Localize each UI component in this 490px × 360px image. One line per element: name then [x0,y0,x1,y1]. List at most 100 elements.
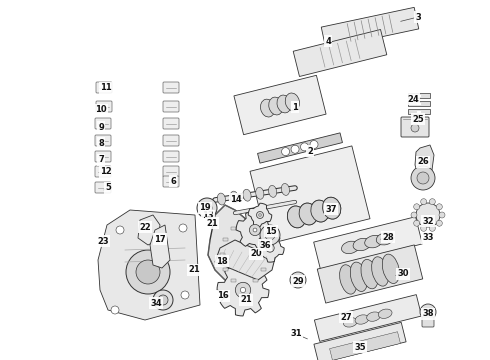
Ellipse shape [311,200,329,222]
FancyBboxPatch shape [95,118,111,129]
Circle shape [158,295,168,305]
FancyBboxPatch shape [163,118,179,129]
Circle shape [259,214,261,216]
Ellipse shape [285,93,299,111]
Ellipse shape [382,254,399,283]
Ellipse shape [340,265,357,294]
Circle shape [414,204,419,210]
Ellipse shape [299,203,318,225]
FancyBboxPatch shape [163,151,179,162]
Bar [261,268,266,271]
Circle shape [249,224,261,235]
Circle shape [116,226,124,234]
Ellipse shape [343,318,357,327]
Circle shape [269,247,271,249]
Bar [261,238,266,241]
Text: 20: 20 [250,249,262,258]
Bar [242,223,247,226]
Text: 2: 2 [307,147,313,156]
Circle shape [126,250,170,294]
Text: 1: 1 [292,103,298,112]
Circle shape [436,220,442,226]
Text: 36: 36 [259,240,271,249]
Circle shape [235,282,251,298]
Ellipse shape [299,203,318,225]
Circle shape [411,212,417,218]
Polygon shape [234,75,326,135]
Polygon shape [258,133,343,163]
Circle shape [300,143,309,151]
Polygon shape [236,211,274,249]
Text: 28: 28 [382,233,394,242]
Circle shape [291,145,299,153]
Text: 3: 3 [415,13,421,22]
Bar [408,101,430,106]
Text: 14: 14 [230,194,242,203]
Polygon shape [138,215,160,245]
Ellipse shape [355,315,369,324]
Text: 34: 34 [150,298,162,307]
Bar [408,93,430,98]
Circle shape [411,124,419,132]
FancyBboxPatch shape [401,117,429,137]
Ellipse shape [376,233,394,245]
Polygon shape [321,7,419,49]
Polygon shape [293,30,387,77]
Ellipse shape [350,262,368,292]
FancyBboxPatch shape [163,101,179,112]
Text: 33: 33 [422,234,434,243]
Circle shape [420,304,436,320]
Text: 30: 30 [397,270,409,279]
Text: 16: 16 [217,292,229,301]
Circle shape [111,306,119,314]
Polygon shape [217,264,269,316]
FancyBboxPatch shape [163,166,179,177]
Ellipse shape [269,185,277,197]
Circle shape [417,172,429,184]
Circle shape [414,220,419,226]
Text: 21: 21 [206,219,218,228]
Text: 18: 18 [216,256,228,266]
Circle shape [429,225,435,231]
Text: 29: 29 [292,276,304,285]
Ellipse shape [269,97,283,115]
Circle shape [179,224,187,232]
Text: 37: 37 [325,204,337,213]
Circle shape [260,225,280,245]
Ellipse shape [342,241,359,253]
Text: 9: 9 [98,122,104,131]
Ellipse shape [365,235,382,248]
Circle shape [256,211,264,219]
Polygon shape [250,146,370,244]
Text: 21: 21 [188,266,200,274]
Text: 13: 13 [202,211,214,220]
Polygon shape [150,225,170,268]
Circle shape [436,204,442,210]
Bar [223,238,228,241]
Bar [242,283,247,286]
Text: 38: 38 [422,310,434,319]
Text: 35: 35 [354,342,366,351]
Circle shape [136,260,160,284]
Ellipse shape [371,257,389,286]
Ellipse shape [243,189,251,201]
Circle shape [153,290,173,310]
FancyBboxPatch shape [95,151,111,162]
Text: 8: 8 [98,139,104,148]
FancyBboxPatch shape [95,166,111,177]
Ellipse shape [367,312,380,321]
Circle shape [253,228,257,232]
Circle shape [241,287,245,293]
Bar [220,253,225,256]
Text: 24: 24 [407,94,419,104]
Circle shape [416,203,440,227]
Text: 12: 12 [100,167,112,176]
Polygon shape [314,323,406,360]
Ellipse shape [311,200,329,222]
Circle shape [411,166,435,190]
Circle shape [429,199,435,205]
Circle shape [181,291,189,299]
Circle shape [197,198,217,218]
Polygon shape [215,240,275,280]
Ellipse shape [378,309,392,318]
